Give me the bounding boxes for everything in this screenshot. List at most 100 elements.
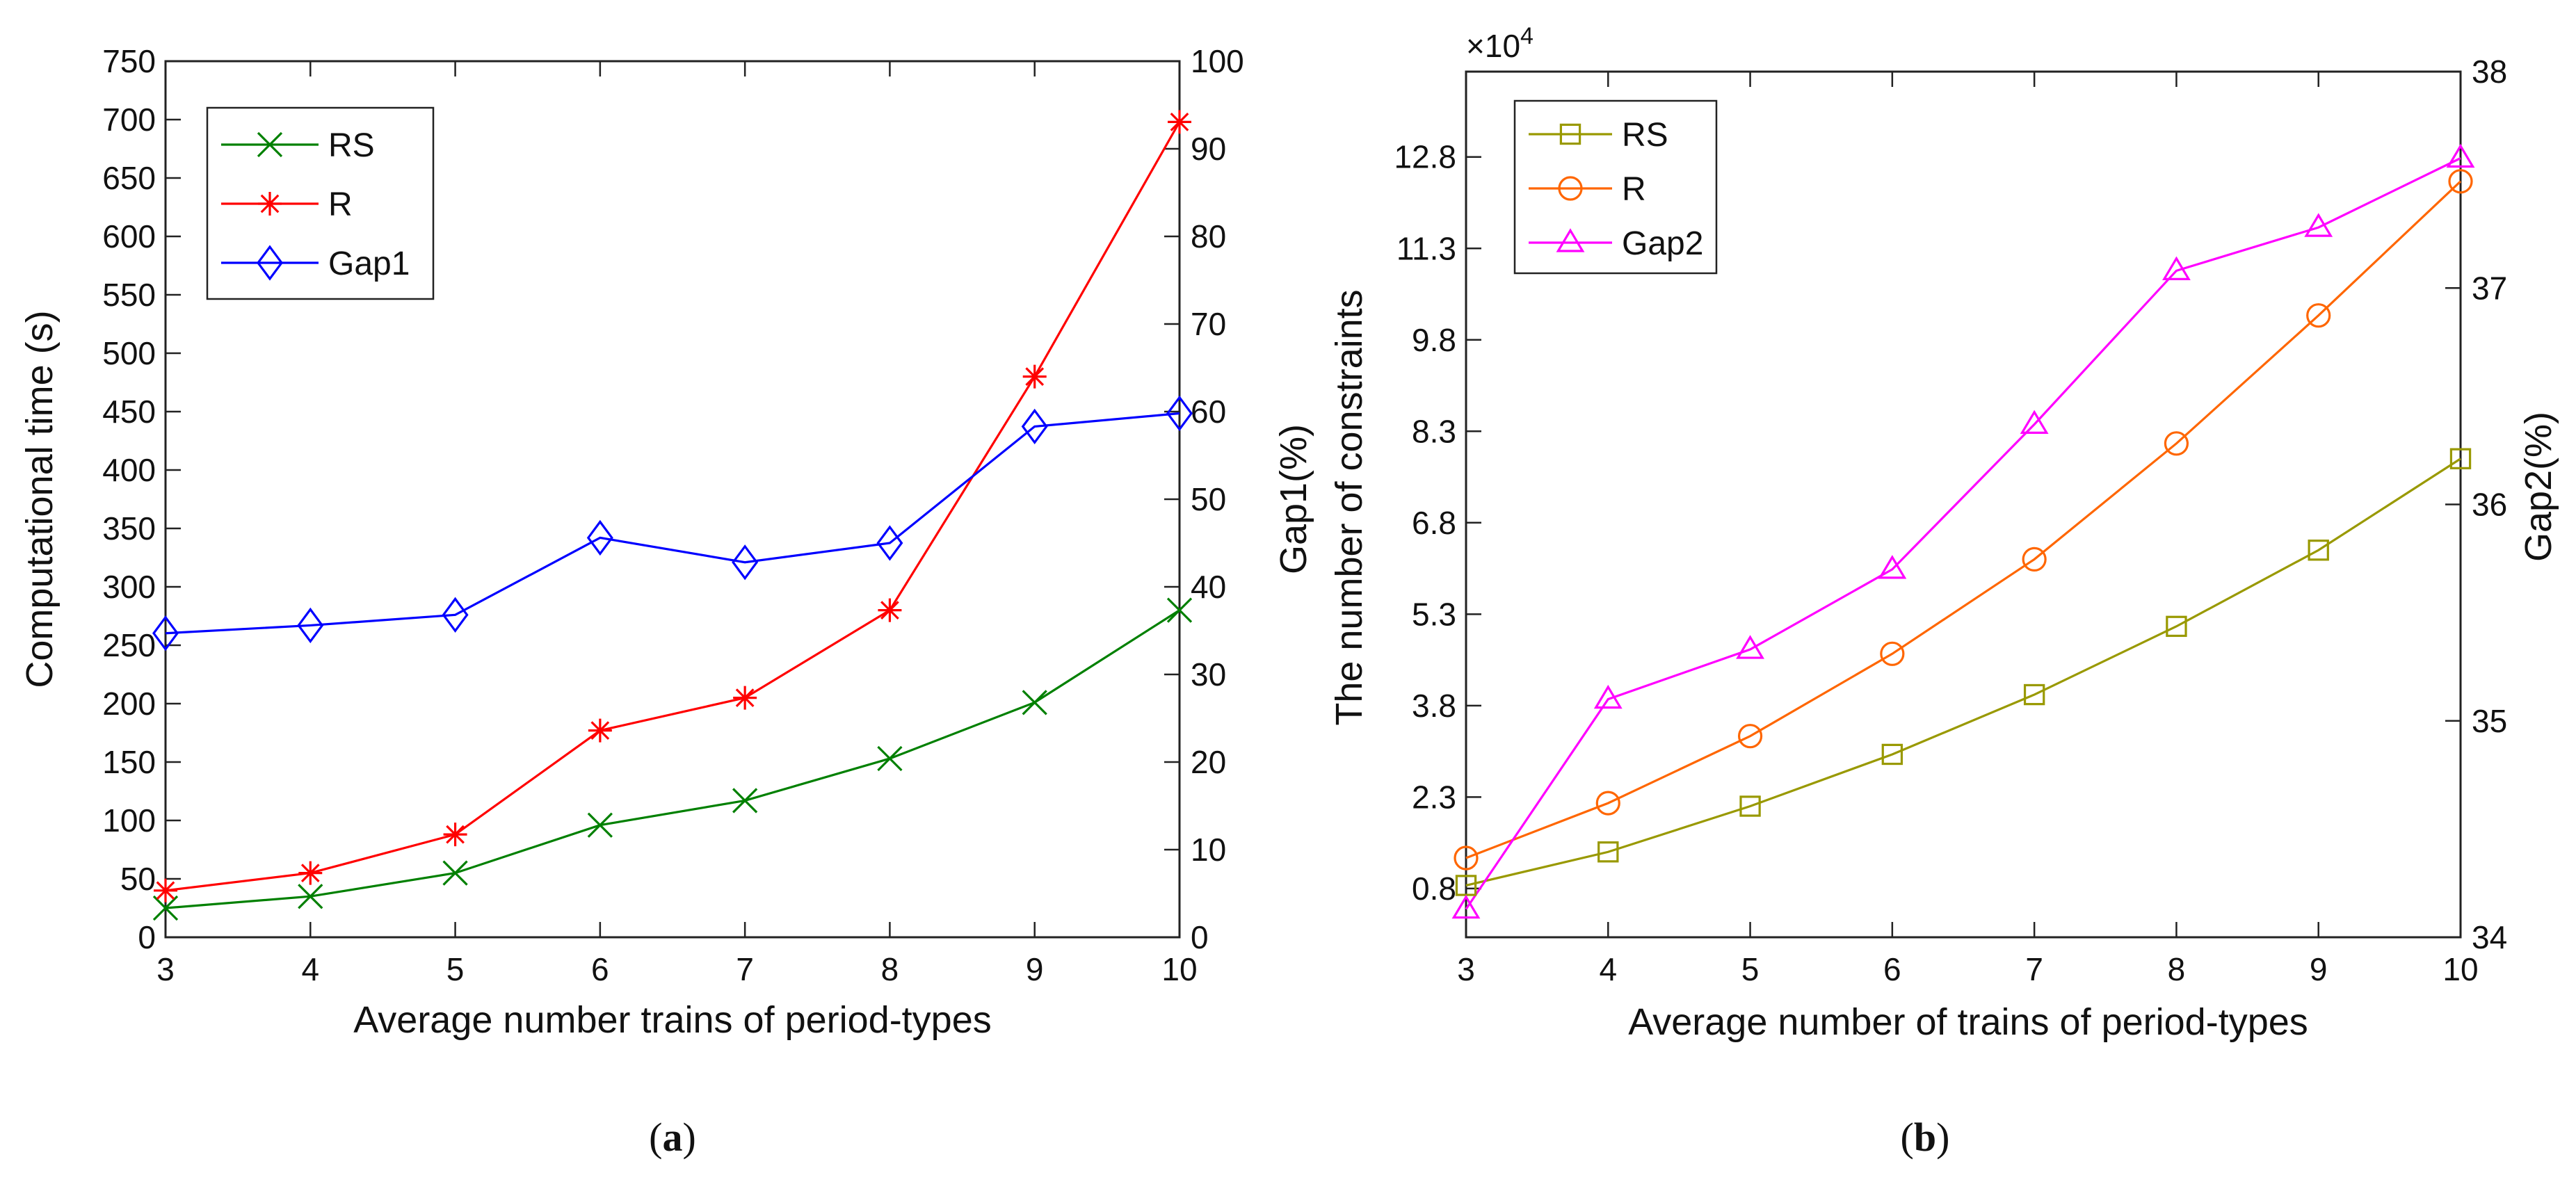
left-tick-label: 50 [120, 861, 156, 897]
panel-b-legend-box [1513, 99, 1718, 275]
x-tick-label: 8 [881, 951, 899, 987]
legend-marker-rs [1559, 123, 1581, 145]
right-tick-label: 60 [1191, 394, 1226, 430]
series-line-r [165, 121, 1181, 892]
right-tick-label: 37 [2472, 270, 2507, 306]
right-tick-label: 30 [1191, 656, 1226, 693]
left-tick-label: 350 [102, 510, 156, 547]
data-point-rs [1597, 841, 1619, 863]
left-tick-label: 0.8 [1412, 871, 1456, 907]
panel-b-xlabel: Average number of trains of period-types [1628, 1001, 2308, 1043]
data-point-gap1 [152, 615, 179, 651]
left-tick-label: 11.3 [1396, 230, 1456, 266]
right-tick-label: 10 [1191, 832, 1226, 868]
data-point-rs [1881, 743, 1903, 766]
data-point-rs [298, 884, 323, 909]
left-tick-label: 12.8 [1394, 139, 1456, 175]
data-point-rs [442, 860, 468, 886]
panel-b-left-ticks: 0.8 2.3 3.8 5.3 6.8 8.3 9.8 11.3 12.8 [1394, 139, 1481, 907]
data-point-r [588, 718, 612, 743]
data-point-r [2448, 169, 2473, 194]
left-tick-label: 250 [102, 627, 156, 663]
data-point-gap2 [2446, 143, 2475, 168]
legend-marker-gap2 [1556, 228, 1585, 252]
data-point-r [1168, 110, 1191, 134]
right-tick-label: 34 [2472, 919, 2507, 955]
left-tick-label: 3.8 [1412, 688, 1456, 724]
data-point-rs [2166, 615, 2187, 638]
panel-b-legend: RS R Gap2 [1513, 99, 1718, 275]
data-point-r [1022, 364, 1047, 389]
data-point-r [443, 823, 467, 847]
x-tick-label: 10 [2442, 951, 2478, 987]
series-line-gap1 [165, 412, 1180, 635]
x-tick-label: 4 [1599, 951, 1617, 987]
data-point-r [298, 861, 323, 885]
panel-a-chart: 0501001502002503003504004505005506006507… [19, 43, 1314, 1160]
left-tick-label: 750 [102, 43, 156, 79]
right-tick-label: 90 [1191, 131, 1226, 167]
series-line-rs [165, 609, 1180, 909]
data-point-r [2164, 431, 2189, 456]
legend-marker-gap1 [257, 245, 283, 281]
legend-marker-r [1558, 176, 1583, 201]
data-point-r [2022, 547, 2047, 572]
x-tick-label: 7 [736, 951, 754, 987]
panel-a-series-lines [165, 121, 1181, 909]
right-tick-label: 35 [2472, 703, 2507, 739]
left-tick-label: 150 [102, 744, 156, 780]
left-tick-label: 300 [102, 569, 156, 605]
series-line-gap2 [1465, 157, 2461, 910]
legend-label-rs: RS [328, 127, 375, 164]
data-point-gap1 [1166, 395, 1193, 432]
series-line-r [1465, 180, 2462, 859]
data-point-gap1 [442, 597, 469, 633]
data-point-rs [587, 812, 613, 838]
left-tick-label: 400 [102, 452, 156, 488]
data-point-r [733, 686, 757, 710]
data-point-gap2 [2162, 256, 2191, 280]
legend-label-rs: RS [1622, 117, 1668, 154]
panel-a-legend: RS R Gap1 [206, 106, 435, 300]
data-point-rs [2308, 540, 2329, 561]
x-tick-label: 10 [1161, 951, 1197, 987]
data-point-gap1 [297, 607, 324, 644]
panel-a-series-markers [152, 110, 1193, 921]
data-point-gap2 [2304, 213, 2333, 237]
x-tick-label: 5 [1741, 951, 1760, 987]
series-line-rs [1465, 458, 2461, 887]
legend-label-r: R [1622, 171, 1646, 208]
data-point-r [1737, 724, 1763, 749]
left-tick-label: 0 [138, 919, 156, 955]
data-point-rs [152, 895, 179, 921]
x-tick-label: 8 [2168, 951, 2186, 987]
right-tick-label: 40 [1191, 569, 1226, 605]
x-tick-label: 7 [2025, 951, 2043, 987]
data-point-r [1880, 641, 1905, 666]
left-tick-label: 8.3 [1412, 413, 1456, 449]
x-tick-label: 9 [2310, 951, 2328, 987]
data-point-r [878, 598, 902, 622]
left-tick-label: 450 [102, 394, 156, 430]
data-point-gap1 [586, 519, 613, 556]
legend-label-gap1: Gap1 [328, 245, 410, 282]
data-point-rs [2023, 683, 2045, 706]
left-tick-label: 5.3 [1412, 596, 1456, 632]
data-point-gap2 [1878, 555, 1907, 579]
right-tick-label: 20 [1191, 744, 1226, 780]
data-point-rs [1022, 690, 1047, 715]
right-tick-label: 70 [1191, 306, 1226, 342]
panel-b-series-markers [1451, 143, 2475, 919]
left-tick-label: 100 [102, 802, 156, 839]
left-tick-label: 500 [102, 335, 156, 371]
panel-a-xlabel: Average number trains of period-types [353, 999, 992, 1041]
data-point-gap2 [1451, 894, 1481, 919]
left-tick-label: 2.3 [1412, 779, 1456, 815]
legend-label-r: R [328, 186, 353, 223]
legend-label-gap2: Gap2 [1622, 225, 1703, 262]
x-tick-label: 6 [1883, 951, 1901, 987]
data-point-gap1 [1021, 408, 1048, 445]
x-tick-label: 5 [446, 951, 465, 987]
right-tick-label: 100 [1191, 43, 1244, 79]
